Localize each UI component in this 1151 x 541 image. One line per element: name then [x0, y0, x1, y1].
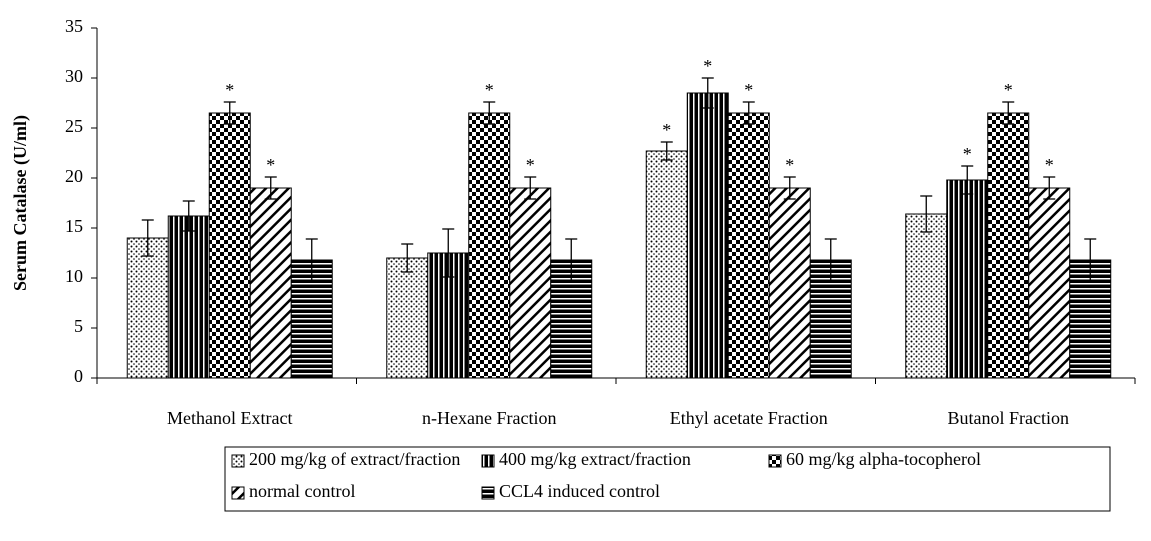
significance-marker: * — [963, 144, 972, 164]
y-axis-label: Serum Catalase (U/ml) — [10, 115, 31, 291]
bar — [946, 179, 989, 379]
legend-label: 400 mg/kg extract/fraction — [499, 449, 691, 469]
legend-swatch — [231, 486, 245, 500]
bar — [1028, 187, 1071, 379]
y-tick-label: 0 — [74, 366, 83, 386]
significance-marker: * — [785, 155, 794, 175]
significance-marker: * — [485, 80, 494, 100]
y-tick-label: 10 — [65, 266, 83, 286]
bar — [509, 187, 552, 379]
significance-marker: * — [526, 155, 535, 175]
legend-label: 200 mg/kg of extract/fraction — [249, 449, 460, 469]
bar — [386, 257, 429, 379]
bar — [249, 187, 292, 379]
legend-box — [224, 446, 1111, 512]
significance-marker: * — [662, 120, 671, 140]
y-tick-label: 25 — [65, 116, 83, 136]
legend-swatch — [768, 454, 782, 468]
bar — [905, 213, 948, 379]
y-tick-label: 20 — [65, 166, 83, 186]
x-tick-label: Methanol Extract — [167, 408, 292, 428]
bar — [727, 112, 770, 379]
legend-label: CCL4 induced control — [499, 481, 660, 501]
significance-marker: * — [266, 155, 275, 175]
legend-swatch — [481, 454, 495, 468]
legend-swatch — [481, 486, 495, 500]
bar — [126, 237, 169, 379]
significance-marker: * — [744, 80, 753, 100]
legend-label: normal control — [249, 481, 355, 501]
bar — [645, 150, 688, 379]
bar — [550, 259, 593, 379]
significance-marker: * — [1045, 155, 1054, 175]
significance-marker: * — [1004, 80, 1013, 100]
significance-marker: * — [225, 80, 234, 100]
legend-swatch — [231, 454, 245, 468]
x-tick-label: Butanol Fraction — [948, 408, 1069, 428]
bar — [167, 215, 210, 379]
bar — [987, 112, 1030, 379]
significance-marker: * — [703, 56, 712, 76]
x-tick-label: Ethyl acetate Fraction — [670, 408, 828, 428]
legend-label: 60 mg/kg alpha-tocopherol — [786, 449, 981, 469]
bar — [208, 112, 251, 379]
y-tick-label: 15 — [65, 216, 83, 236]
y-tick-label: 5 — [74, 316, 83, 336]
y-tick-label: 30 — [65, 66, 83, 86]
bar — [468, 112, 511, 379]
y-tick-label: 35 — [65, 16, 83, 36]
bar — [768, 187, 811, 379]
bar — [686, 92, 729, 379]
x-tick-label: n-Hexane Fraction — [422, 408, 556, 428]
